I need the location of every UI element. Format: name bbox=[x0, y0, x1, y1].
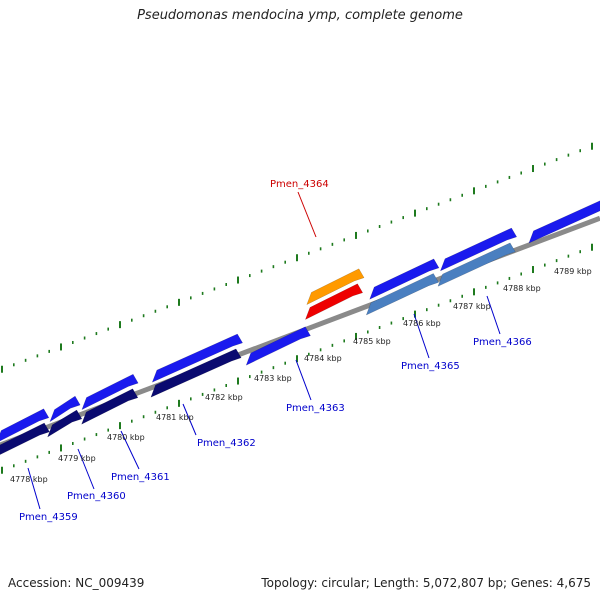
gene-arrow-pmen-4359a bbox=[0, 408, 50, 442]
gene-arrow-pmen-4359 bbox=[0, 422, 50, 455]
gene-arrow-pmen-4362 bbox=[150, 348, 242, 398]
label-leaders bbox=[27, 191, 501, 510]
tick-row-bottom bbox=[1, 243, 593, 474]
scale-label: 4789 kbp bbox=[554, 267, 592, 276]
scale-label: 4781 kbp bbox=[156, 413, 194, 422]
scale-label: 4779 kbp bbox=[58, 454, 96, 463]
gene-arrow-pmen-4366 bbox=[437, 242, 516, 287]
gene-arrow-pmen-4363 bbox=[245, 326, 311, 366]
leader-line bbox=[27, 467, 41, 510]
leader-line bbox=[77, 448, 95, 490]
leader-line bbox=[120, 430, 140, 470]
gene-arrow-pmen-4360 bbox=[47, 409, 83, 438]
gene-arrow-f bbox=[528, 200, 600, 244]
scale-label: 4783 kbp bbox=[254, 374, 292, 383]
gene-label-pmen-4360: Pmen_4360 bbox=[67, 491, 126, 502]
gene-label-pmen-4361: Pmen_4361 bbox=[111, 472, 170, 483]
leader-line bbox=[413, 313, 430, 359]
scale-label: 4788 kbp bbox=[503, 284, 541, 293]
tick-row-top bbox=[1, 142, 593, 373]
leader-line bbox=[295, 359, 312, 401]
scale-label: 4785 kbp bbox=[353, 337, 391, 346]
scale-label: 4782 kbp bbox=[205, 393, 243, 402]
topology-summary: Topology: circular; Length: 5,072,807 bp… bbox=[261, 576, 591, 590]
leader-line bbox=[297, 191, 317, 238]
gene-arrow-pmen-4364-top bbox=[306, 268, 365, 306]
gene-features bbox=[0, 200, 600, 455]
scale-label: 4786 kbp bbox=[403, 319, 441, 328]
gene-arrow-pmen-4361 bbox=[81, 388, 139, 425]
gene-arrow-e bbox=[439, 227, 518, 272]
gene-label-pmen-4365: Pmen_4365 bbox=[401, 361, 460, 372]
scale-label: 4784 kbp bbox=[304, 354, 342, 363]
gene-labels: Pmen_4359 Pmen_4360 Pmen_4361 Pmen_4362 Pmen… bbox=[19, 179, 532, 523]
gene-arrow-pmen-4365 bbox=[365, 273, 439, 316]
accession-text: Accession: NC_009439 bbox=[8, 576, 145, 590]
scale-labels: 4778 kbp 4779 kbp 4780 kbp 4781 kbp 4782 kbp… bbox=[10, 267, 592, 484]
gene-label-pmen-4359: Pmen_4359 bbox=[19, 512, 78, 523]
gene-arrow-c bbox=[151, 333, 243, 383]
leader-line bbox=[182, 403, 197, 436]
scale-label: 4778 kbp bbox=[10, 475, 48, 484]
gene-label-pmen-4366: Pmen_4366 bbox=[473, 337, 532, 348]
gene-label-pmen-4363: Pmen_4363 bbox=[286, 403, 345, 414]
gene-arrow-pmen-4364 bbox=[304, 283, 364, 321]
gene-arrow-d bbox=[369, 258, 440, 300]
leader-line bbox=[486, 295, 501, 335]
gene-arrow-a bbox=[49, 395, 81, 423]
gene-label-pmen-4364: Pmen_4364 bbox=[270, 179, 329, 190]
scale-label: 4787 kbp bbox=[453, 302, 491, 311]
scale-label: 4780 kbp bbox=[107, 433, 145, 442]
gene-arrow-b bbox=[81, 373, 139, 411]
gene-label-pmen-4362: Pmen_4362 bbox=[197, 438, 256, 449]
map-title: Pseudomonas mendocina ymp, complete geno… bbox=[137, 8, 463, 23]
